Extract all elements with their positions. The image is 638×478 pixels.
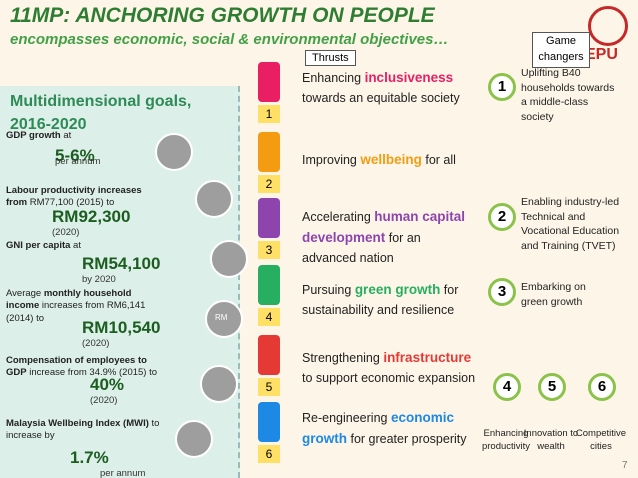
subtitle: encompasses economic, social & environme… <box>10 31 449 48</box>
goal-icon <box>155 133 193 171</box>
thrust-text-part: economic growth <box>302 410 454 446</box>
thrust-number: 2 <box>258 175 280 193</box>
goal-text: GDP growth at <box>6 130 136 142</box>
goals-panel <box>0 86 240 478</box>
thrust-text-part: Re-engineering <box>302 411 391 425</box>
goal-text-part: GNI per capita <box>6 240 71 251</box>
thrust-text-part: Enhancing <box>302 71 365 85</box>
game-changer-circle: 1 <box>488 73 516 101</box>
title: 11MP: ANCHORING GROWTH ON PEOPLE <box>10 4 435 27</box>
thrust-text-part: Pursuing <box>302 283 355 297</box>
goal-icon: RM <box>205 300 243 338</box>
game-changer-circle: 2 <box>488 203 516 231</box>
goal-text: Average monthly household income increas… <box>6 288 161 325</box>
thrust-text-part: for all <box>421 153 456 167</box>
goal-text-part: monthly household income <box>6 288 132 312</box>
game-changer-circle: 6 <box>588 373 616 401</box>
thrust-text-part: for greater prosperity <box>347 431 467 446</box>
goal-note: (2020) <box>52 227 80 238</box>
game-changer-text: Enabling industry-led Technical and Voca… <box>521 196 620 253</box>
goal-text-part: at <box>60 130 72 141</box>
thrust-text-part: to support economic expansion <box>302 370 476 385</box>
thrust-icon <box>258 265 280 305</box>
thrust-text-part: for sustainability and resilience <box>302 283 459 317</box>
thrust-icon <box>258 402 280 442</box>
game-changer-circle: 3 <box>488 278 516 306</box>
goal-note: per annum <box>55 156 101 167</box>
goal-text-part: Compensation of employees to GDP <box>6 355 147 379</box>
game-changer-text: Embarking on green growth <box>521 281 586 308</box>
goal-value: RM10,540 <box>82 318 161 337</box>
goal-text: Malaysia Wellbeing Index (MWI) to increa… <box>6 418 161 443</box>
thrust-text: Strengthening infrastructure to support … <box>302 348 477 388</box>
goal-icon <box>200 365 238 403</box>
game-changer-text: Competitive cities <box>575 428 627 452</box>
goals-title: Multidimensional goals, 2016-2020 <box>10 93 192 134</box>
thrust-icon <box>258 62 280 102</box>
thrust-number: 4 <box>258 308 280 326</box>
thrust-number: 5 <box>258 378 280 396</box>
goal-icon <box>210 240 248 278</box>
goal-value: RM92,300 <box>52 207 131 226</box>
game-changer-circle: 5 <box>538 373 566 401</box>
thrusts-label: Thrusts <box>305 50 356 66</box>
logo <box>588 6 628 46</box>
thrust-text-part: Improving <box>302 153 361 167</box>
thrust-text-part: human capital development <box>302 209 466 245</box>
game-changer-text: Innovation to wealth <box>523 428 579 452</box>
thrust-number: 6 <box>258 445 280 463</box>
goal-text: Labour productivity increases from RM77,… <box>6 185 161 210</box>
thrust-text-part: green growth <box>354 282 441 297</box>
goal-value: RM54,100 <box>82 254 161 273</box>
goal-text-part: Average <box>6 288 44 299</box>
goal-text-part: increase from 34.9% (2015) to <box>26 367 158 379</box>
goal-value: 5-6% <box>55 146 95 165</box>
thrust-text: Accelerating human capital development f… <box>302 207 477 268</box>
goal-text-part: increases from RM6,141 (2014) to <box>6 300 146 324</box>
thrust-text-part: Accelerating <box>302 210 375 224</box>
game-changers-label: Game changers <box>532 32 590 68</box>
thrust-text-part: inclusiveness <box>364 70 454 85</box>
goal-text-part: GDP growth <box>6 130 61 141</box>
goal-value: 40% <box>90 375 125 394</box>
goal-text: GNI per capita at <box>6 240 136 252</box>
thrust-text: Enhancing inclusiveness towards an equit… <box>302 68 477 108</box>
goal-note: by 2020 <box>82 274 116 285</box>
thrust-text-part: wellbeing <box>360 152 422 167</box>
thrust-text: Improving wellbeing for all <box>302 150 492 171</box>
goal-text-part: RM77,100 (2015) to <box>27 197 115 209</box>
thrust-text-part: towards an equitable society <box>302 90 460 105</box>
goal-text-part: Labour productivity increases from <box>6 185 142 209</box>
game-changer-circle: 4 <box>493 373 521 401</box>
goal-note: per annum <box>100 468 146 478</box>
thrust-text-part: for an advanced nation <box>302 230 421 265</box>
game-changer-text: Uplifting B40 households towards a middl… <box>521 67 615 124</box>
goal-note: (2020) <box>82 338 110 349</box>
goal-text-part: at <box>70 240 81 251</box>
thrust-text: Pursuing green growth for sustainability… <box>302 280 477 320</box>
goal-value: 1.7% <box>70 448 109 467</box>
logo-text: EPU <box>585 46 618 63</box>
thrust-number: 3 <box>258 241 280 259</box>
goal-note: (2020) <box>90 395 118 406</box>
thrust-icon <box>258 335 280 375</box>
thrust-icon <box>258 198 280 238</box>
goal-icon <box>195 180 233 218</box>
thrust-icon <box>258 132 280 172</box>
goal-text: Compensation of employees to GDP increas… <box>6 355 161 380</box>
goal-text-part: to increase by <box>6 418 160 442</box>
thrust-text: Re-engineering economic growth for great… <box>302 408 477 450</box>
thrust-number: 1 <box>258 105 280 123</box>
goal-icon <box>175 420 213 458</box>
goal-text-part: Malaysia Wellbeing Index (MWI) <box>6 418 149 429</box>
thrust-text-part: infrastructure <box>383 350 472 365</box>
goal-icon-text: RM <box>215 313 228 322</box>
thrust-text-part: Strengthening <box>302 351 384 365</box>
page-number: 7 <box>622 460 628 471</box>
game-changer-text: Enhancing productivity <box>481 428 531 452</box>
